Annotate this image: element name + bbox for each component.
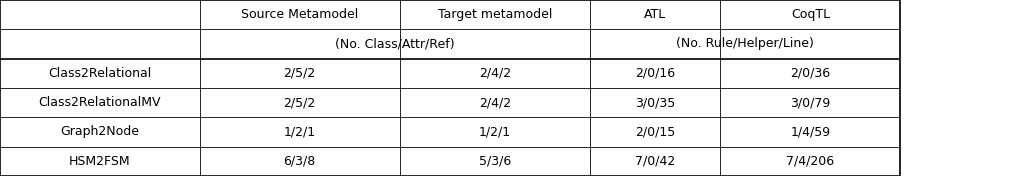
Text: 1/4/59: 1/4/59 xyxy=(791,125,830,139)
Text: 7/4/206: 7/4/206 xyxy=(787,155,834,168)
Text: 2/0/15: 2/0/15 xyxy=(635,125,675,139)
Text: 2/4/2: 2/4/2 xyxy=(478,96,511,109)
Text: 2/5/2: 2/5/2 xyxy=(284,96,316,109)
Text: 5/3/6: 5/3/6 xyxy=(478,155,511,168)
Text: 3/0/35: 3/0/35 xyxy=(635,96,675,109)
Text: HSM2FSM: HSM2FSM xyxy=(69,155,130,168)
Text: 2/5/2: 2/5/2 xyxy=(284,67,316,80)
Text: 2/0/36: 2/0/36 xyxy=(791,67,830,80)
Text: 1/2/1: 1/2/1 xyxy=(284,125,316,139)
Text: 6/3/8: 6/3/8 xyxy=(284,155,316,168)
Text: Source Metamodel: Source Metamodel xyxy=(241,8,358,21)
Text: 3/0/79: 3/0/79 xyxy=(791,96,830,109)
Text: 2/4/2: 2/4/2 xyxy=(478,67,511,80)
Text: (No. Class/Attr/Ref): (No. Class/Attr/Ref) xyxy=(335,37,454,51)
Text: Graph2Node: Graph2Node xyxy=(60,125,140,139)
Text: Target metamodel: Target metamodel xyxy=(438,8,552,21)
Text: 2/0/16: 2/0/16 xyxy=(635,67,675,80)
Text: (No. Rule/Helper/Line): (No. Rule/Helper/Line) xyxy=(676,37,815,51)
Text: CoqTL: CoqTL xyxy=(791,8,830,21)
Text: 7/0/42: 7/0/42 xyxy=(635,155,675,168)
Text: Class2RelationalMV: Class2RelationalMV xyxy=(38,96,161,109)
Text: Class2Relational: Class2Relational xyxy=(49,67,151,80)
Text: ATL: ATL xyxy=(644,8,667,21)
Text: 1/2/1: 1/2/1 xyxy=(478,125,511,139)
